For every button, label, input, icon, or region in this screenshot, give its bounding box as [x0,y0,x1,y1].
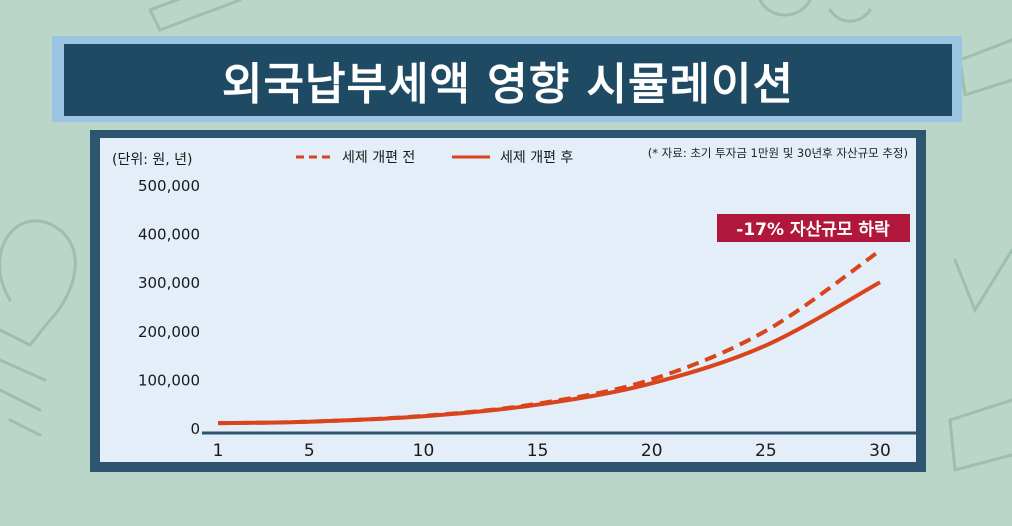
chart-panel: (단위: 원, 년) (* 자료: 초기 투자금 1만원 및 30년후 자산규모… [90,130,926,472]
y-tick-label: 200,000 [138,323,200,341]
x-tick-label: 1 [213,441,224,461]
unit-label: (단위: 원, 년) [112,152,193,168]
lightbulb-base-doodle-icon [0,358,47,437]
y-tick-label: 500,000 [138,177,200,195]
y-tick-label: 0 [190,420,200,438]
y-tick-label: 100,000 [138,371,200,389]
plot-background [100,138,916,462]
checkmark-doodle-icon [953,248,1012,314]
series-line-after [217,280,881,426]
x-tick-label: 20 [641,441,663,461]
x-tick-label: 10 [413,441,435,461]
line-chart: (단위: 원, 년) (* 자료: 초기 투자금 1만원 및 30년후 자산규모… [100,138,916,462]
money-doodle-icon [958,38,1012,97]
page-title: 외국납부세액 영향 시뮬레이션 [222,59,794,110]
y-tick-label: 400,000 [138,226,200,244]
globe-doodle-icon [758,0,872,23]
x-tick-label: 25 [755,441,777,461]
legend-label-before: 세제 개편 전 [342,150,415,166]
x-tick-label: 5 [304,441,315,461]
lightbulb-doodle-icon [0,219,77,347]
x-tick-label: 30 [869,441,891,461]
source-note: (* 자료: 초기 투자금 1만원 및 30년후 자산규모 추정) [648,146,908,160]
annotation-text: -17% 자산규모 하락 [736,220,890,240]
y-tick-label: 300,000 [138,274,200,292]
book-doodle-icon [948,398,1012,472]
pencil-doodle-icon [148,0,242,32]
x-tick-label: 15 [527,441,549,461]
legend-label-after: 세제 개편 후 [500,150,573,166]
title-bar: 외국납부세액 영향 시뮬레이션 [64,44,952,116]
annotation-badge: -17% 자산규모 하락 [717,214,910,242]
